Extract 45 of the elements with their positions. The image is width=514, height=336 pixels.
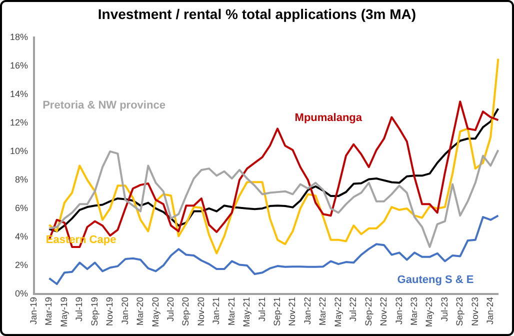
x-tick-label: Mar-21 bbox=[226, 296, 236, 326]
chart-title: Investment / rental % total applications (3m MA) bbox=[96, 6, 418, 22]
x-tick-label: Sep-22 bbox=[363, 296, 374, 326]
x-tick-label: Jul-19 bbox=[74, 296, 84, 322]
y-tick-label: 10% bbox=[10, 146, 28, 156]
x-tick-label: May-23 bbox=[424, 296, 434, 328]
x-tick-label: Jul-22 bbox=[348, 296, 358, 322]
x-tick-label: Mar-19 bbox=[44, 296, 54, 326]
x-tick-label: Jan-21 bbox=[211, 296, 222, 325]
x-tick-label: Jul-20 bbox=[165, 296, 176, 322]
x-tick-label: Jan-19 bbox=[28, 296, 38, 325]
series-label: Gauteng S & E bbox=[397, 274, 474, 286]
x-tick-label: Jan-24 bbox=[485, 296, 496, 325]
y-tick-label: 2% bbox=[15, 260, 28, 270]
y-tick-label: 14% bbox=[10, 88, 28, 99]
series-label: Mpumalanga bbox=[294, 112, 363, 124]
y-tick-label: 16% bbox=[10, 60, 28, 70]
x-tick-label: Nov-22 bbox=[378, 296, 389, 326]
x-tick-label: Jan-22 bbox=[302, 296, 312, 325]
x-tick-label: Mar-20 bbox=[135, 296, 146, 326]
x-tick-label: Mar-22 bbox=[318, 296, 328, 326]
x-tick-label: May-21 bbox=[242, 296, 252, 328]
y-tick-label: 8% bbox=[15, 174, 28, 184]
x-tick-label: Sep-20 bbox=[180, 296, 191, 326]
x-tick-label: Jan-20 bbox=[120, 296, 130, 325]
x-tick-label: Mar-23 bbox=[408, 296, 419, 326]
x-tick-label: Nov-20 bbox=[196, 296, 206, 326]
y-tick-label: 0% bbox=[15, 288, 28, 298]
x-tick-label: Nov-21 bbox=[287, 296, 298, 326]
x-tick-label: Sep-23 bbox=[454, 296, 465, 326]
x-tick-label: May-20 bbox=[150, 296, 160, 328]
x-tick-label: Jan-23 bbox=[394, 296, 404, 325]
x-tick-label: Sep-21 bbox=[272, 296, 282, 326]
text: Pretoria & NW province bbox=[42, 100, 166, 112]
x-tick-label: Nov-23 bbox=[470, 296, 480, 326]
y-tick-label: 6% bbox=[15, 202, 28, 213]
x-tick-label: Jul-21 bbox=[256, 296, 267, 322]
y-tick-label: 18% bbox=[10, 32, 28, 42]
x-tick-label: Sep-19 bbox=[89, 296, 100, 326]
y-tick-label: 12% bbox=[10, 117, 28, 128]
y-tick-label: 4% bbox=[15, 231, 28, 242]
x-tick-label: Jul-23 bbox=[439, 296, 450, 322]
x-tick-label: Nov-19 bbox=[104, 296, 115, 326]
x-tick-label: May-19 bbox=[58, 296, 69, 328]
x-tick-label: May-22 bbox=[332, 296, 343, 328]
